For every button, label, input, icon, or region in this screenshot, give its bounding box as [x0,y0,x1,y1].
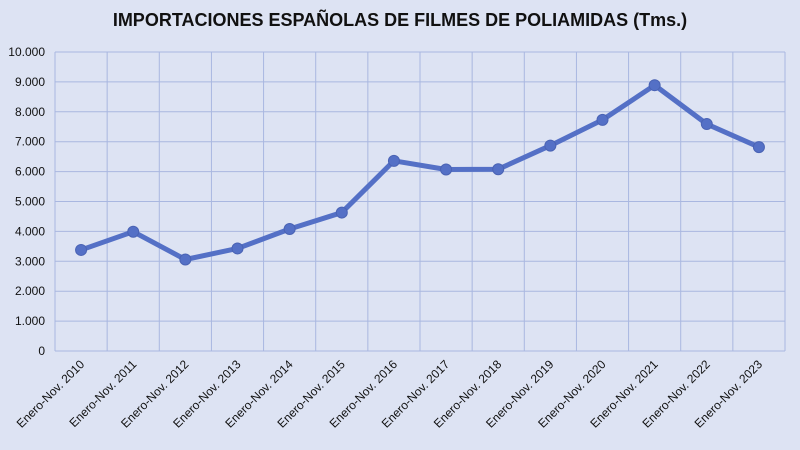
y-tick-label: 9.000 [15,75,45,89]
y-tick-label: 6.000 [15,165,45,179]
series-line [78,82,762,263]
data-point [231,242,244,255]
y-tick-label: 5.000 [15,195,45,209]
data-point [596,113,609,126]
data-point [700,118,713,131]
data-point [127,225,140,238]
data-point [440,163,453,176]
data-point [335,206,348,219]
y-tick-label: 7.000 [15,135,45,149]
y-tick-label: 3.000 [15,254,45,268]
data-point [283,223,296,236]
y-tick-label: 2.000 [15,284,45,298]
y-tick-label: 1.000 [15,314,45,328]
data-point [387,154,400,167]
y-tick-label: 0 [38,344,45,358]
data-point [179,253,192,266]
data-point [752,141,765,154]
y-tick-label: 10.000 [8,45,45,59]
data-point [492,163,505,176]
data-point [648,79,661,92]
y-tick-label: 4.000 [15,224,45,238]
data-point [75,243,88,256]
y-tick-label: 8.000 [15,105,45,119]
chart-title: IMPORTACIONES ESPAÑOLAS DE FILMES DE POL… [112,10,688,30]
data-point [544,139,557,152]
